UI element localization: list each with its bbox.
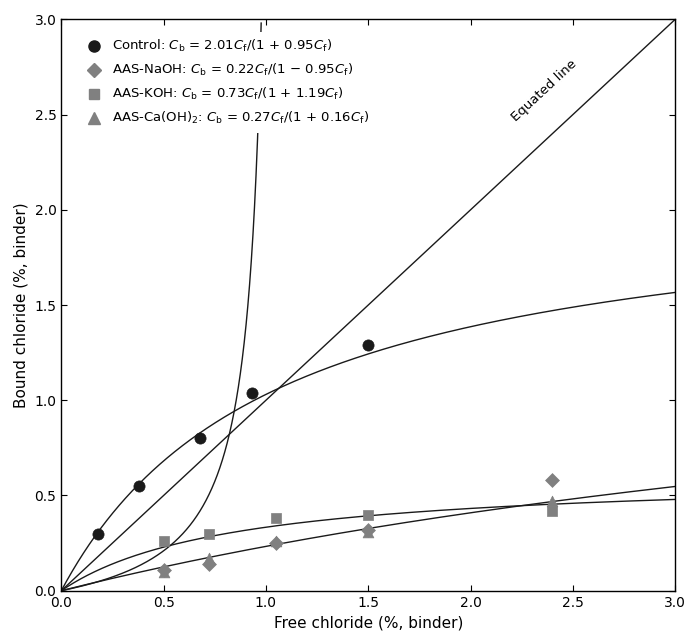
Point <box>547 475 558 486</box>
Point <box>363 525 374 535</box>
Point <box>271 536 282 546</box>
Legend: Control: $C_{\rm b}$ = 2.01$C_{\rm f}$/(1 + 0.95$C_{\rm f}$), AAS-NaOH: $C_{\rm : Control: $C_{\rm b}$ = 2.01$C_{\rm f}$/(… <box>74 32 376 133</box>
Point <box>195 433 206 444</box>
Point <box>363 509 374 520</box>
Point <box>158 536 169 546</box>
X-axis label: Free chloride (%, binder): Free chloride (%, binder) <box>274 615 463 630</box>
Point <box>271 513 282 524</box>
Point <box>203 553 214 564</box>
Point <box>158 567 169 577</box>
Point <box>363 340 374 350</box>
Point <box>158 565 169 575</box>
Text: Equated line: Equated line <box>509 57 579 124</box>
Point <box>547 506 558 516</box>
Point <box>246 388 257 398</box>
Point <box>203 529 214 539</box>
Point <box>134 481 145 491</box>
Point <box>92 529 104 539</box>
Y-axis label: Bound chloride (%, binder): Bound chloride (%, binder) <box>14 202 29 408</box>
Point <box>547 496 558 506</box>
Point <box>363 527 374 537</box>
Point <box>203 559 214 569</box>
Point <box>271 538 282 548</box>
